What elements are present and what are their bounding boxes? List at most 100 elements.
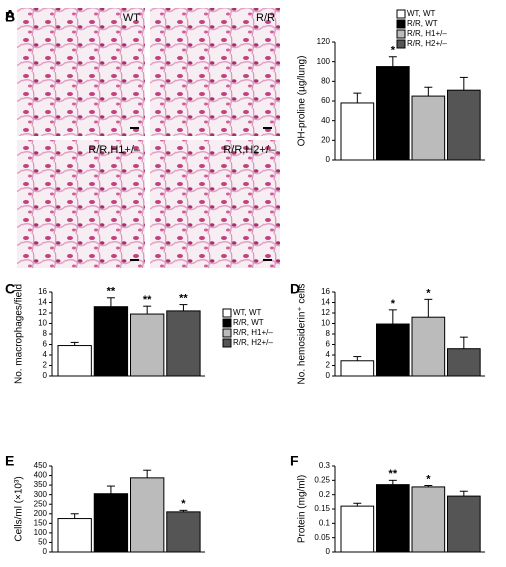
bar — [93, 306, 129, 377]
bar — [57, 345, 92, 377]
image-label: R/R,H2+/– — [223, 144, 276, 156]
panel-letter: F — [290, 453, 299, 469]
bar — [376, 484, 410, 553]
bar — [411, 486, 446, 553]
bar — [340, 102, 375, 161]
y-tick-label: 0.25 — [314, 475, 330, 484]
legend-label: R/R, H2+/– — [233, 338, 273, 347]
y-tick-label: 0 — [326, 547, 331, 556]
y-tick-label: 0 — [43, 547, 48, 556]
y-tick-label: 20 — [321, 135, 330, 144]
significance: * — [391, 298, 396, 310]
legend-label: R/R, H2+/– — [407, 39, 447, 48]
y-tick-label: 0.3 — [319, 461, 331, 470]
legend-swatch — [222, 328, 232, 338]
y-axis-label: No. macrophages/field — [14, 284, 25, 384]
y-tick-label: 400 — [34, 471, 48, 480]
bar — [130, 477, 165, 553]
y-tick-label: 12 — [321, 308, 330, 317]
y-tick-label: 0 — [43, 371, 48, 380]
y-tick-label: 4 — [326, 350, 331, 359]
significance: ** — [107, 286, 116, 298]
y-tick-label: 0.1 — [319, 518, 331, 527]
legend-label: R/R, H1+/– — [407, 29, 447, 38]
significance: * — [426, 287, 431, 299]
bar — [340, 505, 375, 553]
bar — [447, 495, 481, 553]
legend-label: R/R, H1+/– — [233, 328, 273, 337]
y-tick-label: 450 — [34, 461, 48, 470]
y-tick-label: 40 — [321, 116, 330, 125]
y-tick-label: 0.2 — [319, 490, 331, 499]
legend-label: WT, WT — [233, 308, 262, 317]
bar — [376, 66, 410, 161]
bar — [376, 323, 410, 377]
bar — [130, 313, 165, 377]
y-tick-label: 100 — [317, 57, 331, 66]
y-tick-label: 100 — [34, 528, 48, 537]
y-tick-label: 16 — [38, 287, 47, 296]
panel-letter: C — [5, 281, 15, 297]
y-axis-label: Protein (mg/ml) — [297, 475, 308, 543]
panel-a: A WT R/R R/R,H1+/– R/R,H2+/– — [5, 7, 280, 268]
y-tick-label: 120 — [317, 37, 331, 46]
image-label: R/R,H1+/– — [88, 144, 141, 156]
image-label: WT — [123, 12, 140, 24]
y-tick-label: 350 — [34, 480, 48, 489]
y-tick-label: 250 — [34, 499, 48, 508]
y-tick-label: 8 — [326, 329, 331, 338]
panel-letter: B — [5, 9, 15, 25]
y-tick-label: 10 — [321, 319, 330, 328]
y-tick-label: 50 — [38, 538, 47, 547]
legend-swatch — [396, 29, 406, 39]
y-tick-label: 10 — [38, 319, 47, 328]
bar — [411, 316, 446, 377]
significance: ** — [179, 293, 188, 305]
legend-label: R/R, WT — [407, 19, 438, 28]
micrograph — [150, 140, 280, 268]
bar — [340, 360, 375, 377]
bar — [57, 518, 92, 553]
panel-letter: E — [5, 453, 14, 469]
legend-swatch — [222, 318, 232, 328]
y-tick-label: 0.05 — [314, 533, 330, 542]
y-tick-label: 80 — [321, 76, 330, 85]
y-axis-label: OH-proline (µg/lung) — [297, 56, 308, 147]
panel-letter: D — [290, 281, 300, 297]
scale-bars — [130, 127, 272, 261]
y-tick-label: 200 — [34, 509, 48, 518]
bar — [411, 95, 446, 161]
y-tick-label: 4 — [43, 350, 48, 359]
y-tick-label: 2 — [326, 361, 331, 370]
y-tick-label: 150 — [34, 518, 48, 527]
legend-label: R/R, WT — [233, 318, 264, 327]
bar — [166, 511, 201, 553]
y-tick-label: 8 — [43, 329, 48, 338]
y-tick-label: 0 — [326, 371, 331, 380]
y-tick-label: 16 — [321, 287, 330, 296]
bar — [93, 493, 129, 553]
y-tick-label: 14 — [38, 298, 47, 307]
micrograph — [17, 140, 145, 268]
significance: * — [181, 498, 186, 510]
legend-label: WT, WT — [407, 9, 436, 18]
image-label: R/R — [256, 12, 275, 24]
significance: * — [391, 45, 396, 57]
y-axis-label: No. hemosiderin⁺ cells — [297, 284, 308, 385]
y-tick-label: 2 — [43, 361, 48, 370]
legend-swatch — [222, 338, 232, 348]
legend-swatch — [222, 308, 232, 318]
y-tick-label: 6 — [43, 340, 48, 349]
micrograph — [17, 8, 145, 136]
y-tick-label: 0 — [326, 155, 331, 164]
bar — [166, 310, 201, 377]
legend-swatch — [396, 39, 406, 49]
y-tick-label: 60 — [321, 96, 330, 105]
y-axis-label: Cells/ml (×10³) — [14, 476, 25, 541]
bar — [447, 89, 481, 161]
panel-letter: A — [5, 7, 15, 23]
y-tick-label: 300 — [34, 490, 48, 499]
y-tick-label: 6 — [326, 340, 331, 349]
legend-swatch — [396, 9, 406, 19]
